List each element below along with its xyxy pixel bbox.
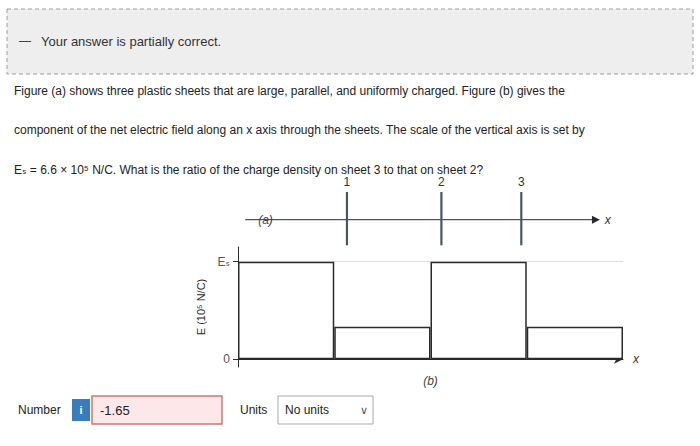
svg-text:0: 0 xyxy=(223,352,230,366)
svg-text:(a): (a) xyxy=(258,213,273,227)
svg-text:x: x xyxy=(604,213,612,227)
svg-text:Number: Number xyxy=(18,403,61,417)
svg-text:Eₛ: Eₛ xyxy=(218,255,230,269)
svg-text:3: 3 xyxy=(518,175,525,189)
svg-text:component of the net electric: component of the net electric field alon… xyxy=(14,123,585,137)
svg-text:No units: No units xyxy=(285,403,329,417)
svg-text:Figure (a) shows three plastic: Figure (a) shows three plastic sheets th… xyxy=(14,84,565,98)
svg-text:Eₛ = 6.6 × 10⁵ N/C. What is th: Eₛ = 6.6 × 10⁵ N/C. What is the ratio of… xyxy=(14,163,483,177)
svg-text:2: 2 xyxy=(438,175,445,189)
svg-text:(b): (b) xyxy=(423,374,438,388)
svg-text:∨: ∨ xyxy=(360,404,368,416)
svg-text:E (10⁵ N/C): E (10⁵ N/C) xyxy=(195,279,207,336)
svg-text:i: i xyxy=(79,404,82,416)
svg-text:Your answer is partially corre: Your answer is partially correct. xyxy=(41,34,221,49)
svg-text:x: x xyxy=(632,352,640,366)
svg-text:-1.65: -1.65 xyxy=(100,403,130,418)
svg-text:1: 1 xyxy=(344,175,351,189)
svg-text:—: — xyxy=(19,34,31,48)
svg-text:Units: Units xyxy=(240,403,267,417)
